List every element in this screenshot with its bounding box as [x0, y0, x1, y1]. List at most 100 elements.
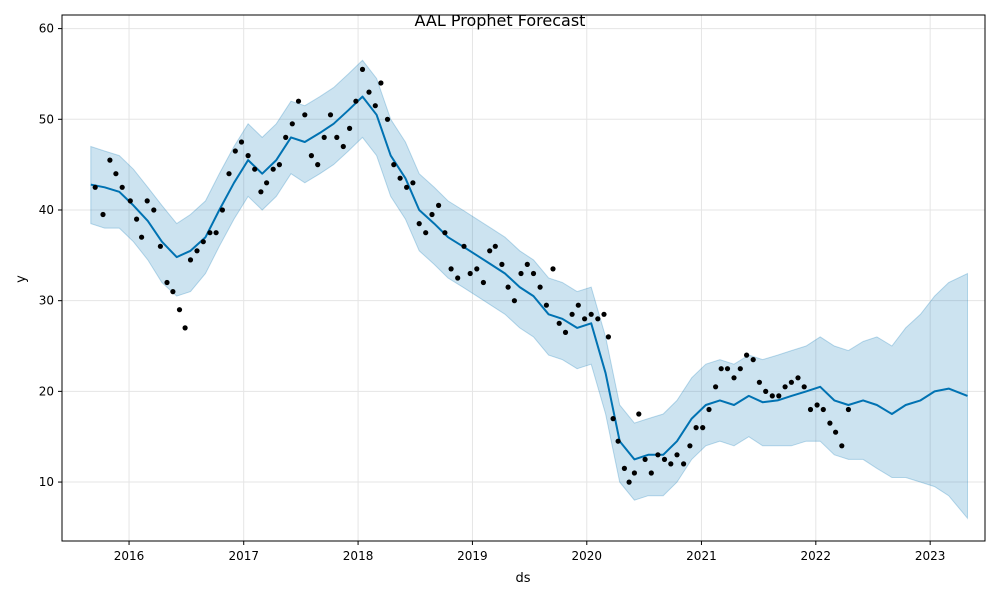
observed-point — [276, 162, 282, 168]
observed-point — [718, 366, 724, 372]
observed-point — [232, 148, 238, 154]
observed-point — [601, 311, 607, 317]
y-tick-label: 40 — [39, 203, 54, 217]
observed-point — [127, 198, 133, 204]
x-tick-label: 2020 — [572, 549, 603, 563]
observed-point — [134, 216, 140, 222]
observed-point — [693, 425, 699, 431]
observed-point — [737, 366, 743, 372]
observed-point — [200, 239, 206, 245]
y-tick-label: 20 — [39, 384, 54, 398]
chart-title: AAL Prophet Forecast — [415, 11, 586, 30]
observed-point — [499, 261, 505, 267]
observed-point — [213, 230, 219, 236]
observed-point — [397, 175, 403, 181]
y-tick-label: 10 — [39, 475, 54, 489]
x-tick-label: 2022 — [801, 549, 832, 563]
x-tick-label: 2017 — [228, 549, 259, 563]
observed-point — [164, 279, 170, 286]
observed-point — [788, 379, 795, 385]
observed-point — [207, 230, 213, 236]
observed-point — [582, 316, 588, 322]
y-axis-label: y — [14, 275, 29, 283]
observed-point — [621, 465, 628, 471]
observed-point — [756, 379, 763, 385]
observed-point — [157, 243, 163, 249]
observed-point — [615, 438, 621, 444]
observed-point — [556, 320, 562, 326]
observed-point — [461, 243, 467, 249]
observed-point — [226, 171, 232, 177]
observed-point — [543, 302, 550, 308]
forecast-line — [90, 95, 968, 461]
observed-point — [436, 202, 442, 208]
observed-point — [429, 211, 435, 218]
observed-point — [378, 80, 384, 86]
observed-point — [448, 266, 454, 272]
observed-point — [595, 316, 601, 322]
observed-point — [404, 184, 410, 190]
observed-point — [92, 184, 98, 190]
observed-point — [763, 388, 769, 394]
observed-point — [423, 230, 429, 236]
observed-point — [636, 411, 642, 417]
observed-point — [537, 284, 543, 290]
observed-point — [410, 180, 416, 186]
observed-point — [700, 425, 706, 431]
observed-point — [327, 112, 334, 118]
observed-point — [713, 384, 719, 390]
plot-frame — [61, 14, 986, 542]
observed-point — [353, 98, 359, 104]
observed-point — [776, 393, 782, 399]
observed-point — [782, 384, 788, 390]
observed-point — [283, 134, 289, 140]
observed-point — [744, 352, 750, 358]
observed-point — [474, 266, 480, 272]
observed-point — [245, 153, 251, 159]
observed-point — [315, 162, 321, 168]
observed-point — [642, 456, 648, 462]
observed-point — [750, 357, 756, 363]
x-tick-label: 2016 — [114, 549, 145, 563]
observed-point — [144, 198, 150, 204]
observed-point — [467, 270, 473, 277]
observed-point — [518, 270, 524, 277]
observed-point — [731, 375, 737, 381]
observed-point — [524, 261, 530, 267]
observed-point — [302, 112, 308, 118]
observed-point — [820, 406, 826, 413]
observed-point — [605, 334, 612, 340]
observed-point — [487, 248, 493, 254]
observed-point — [321, 134, 327, 140]
x-tick-label: 2021 — [686, 549, 717, 563]
axes: 2016 2017 2018 2019 2020 2021 2022 2023 10 20 30 40… — [39, 22, 946, 563]
observed-point — [113, 171, 119, 177]
observed-point — [724, 366, 731, 372]
observed-point — [289, 121, 295, 127]
observed-point — [258, 189, 264, 195]
observed-point — [845, 406, 852, 413]
observed-point — [492, 243, 498, 249]
observed-point — [238, 139, 245, 145]
x-axis-label: ds — [515, 571, 530, 586]
observed-point — [588, 311, 594, 317]
observed-point — [687, 443, 693, 449]
x-tick-label: 2023 — [915, 549, 946, 563]
y-tick-label: 30 — [39, 294, 54, 308]
observed-point — [668, 461, 674, 467]
observed-point — [264, 180, 270, 186]
observed-point — [308, 153, 314, 159]
observed-point — [455, 275, 461, 281]
observed-point — [814, 402, 820, 408]
observed-point — [151, 207, 157, 213]
observed-point — [661, 456, 668, 462]
observed-point — [139, 234, 145, 240]
x-tick-label: 2018 — [343, 549, 374, 563]
observed-point — [511, 298, 517, 304]
observed-point — [681, 461, 687, 467]
observed-point — [187, 257, 194, 263]
observed-point — [839, 443, 845, 449]
y-tick-label: 60 — [39, 22, 54, 36]
observed-point — [270, 166, 276, 172]
